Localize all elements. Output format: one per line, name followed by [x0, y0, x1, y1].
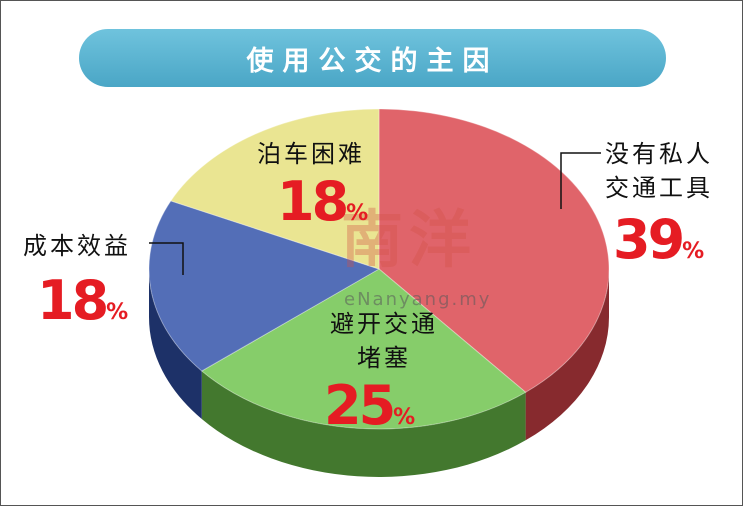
pie-side-avoid-traffic — [201, 370, 526, 477]
slice-value-no-private-transport: 39% — [613, 208, 705, 271]
pie-slice-highlight-no-private-transport — [379, 109, 609, 393]
pie-slice-no-private-transport — [378, 108, 610, 393]
pie-slice-highlight-cost-effective — [148, 200, 379, 371]
leader-line-no-private-transport — [560, 152, 601, 209]
watermark-logo-text: 南洋 — [341, 203, 478, 276]
title-banner: 使用公交的主因 — [79, 29, 666, 87]
slice-value-avoid-traffic: 25% — [324, 374, 416, 437]
slice-label-avoid-traffic: 避开交通堵塞 — [330, 310, 438, 372]
pie-slice-highlight-parking-difficulty — [170, 109, 379, 269]
pie-slice-cost-effective — [148, 200, 381, 372]
slice-label-cost-effective: 成本效益 — [23, 232, 131, 260]
pie-side-no-private-transport — [525, 269, 609, 441]
watermark-url: eNanyang.my — [344, 289, 492, 310]
pie-slice-avoid-traffic — [200, 268, 527, 430]
pie-slice-parking-difficulty — [170, 108, 380, 270]
pie-sides — [149, 269, 609, 477]
chart-title: 使用公交的主因 — [246, 45, 499, 77]
leader-lines — [149, 152, 601, 275]
slice-label-no-private-transport: 没有私人交通工具 — [605, 140, 713, 202]
pie-slice-highlight-avoid-traffic — [201, 269, 526, 429]
slice-value-cost-effective: 18% — [37, 269, 129, 332]
slice-value-parking-difficulty: 18% — [277, 170, 369, 233]
pie-side-cost-effective — [149, 269, 202, 419]
slice-label-parking-difficulty: 泊车困难 — [257, 140, 365, 168]
leader-line-cost-effective — [149, 242, 184, 275]
pie-top — [148, 108, 610, 430]
